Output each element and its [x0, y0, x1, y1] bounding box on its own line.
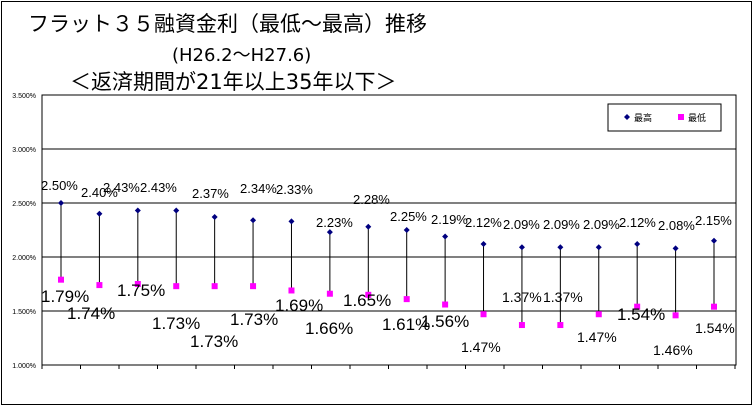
min-point: [58, 276, 64, 283]
chart-title: フラット３５融資金利（最低～最高）推移: [28, 12, 427, 36]
min-value-label: 1.66%: [305, 319, 353, 338]
min-point: [711, 303, 717, 310]
gridlines: [42, 148, 736, 312]
min-point: [211, 283, 218, 290]
min-point: [595, 311, 602, 318]
y-tick-label: 2.000%: [12, 255, 36, 262]
max-value-label: 2.12%: [465, 215, 502, 230]
min-point: [326, 290, 333, 297]
max-point: [134, 207, 141, 214]
max-value-label: 2.09%: [503, 217, 540, 232]
max-point: [557, 244, 564, 251]
min-value-label: 1.74%: [67, 304, 115, 323]
min-value-label: 1.54%: [617, 305, 665, 324]
legend-max-label: 最高: [634, 112, 652, 123]
legend-min-label: 最低: [688, 112, 706, 123]
x-axis: [41, 365, 736, 369]
data-labels: 2.50% 1.79% 2.40% 1.74% 2.43% 1.75% 2.43% 1.73%…: [41, 178, 735, 358]
min-point: [442, 301, 449, 308]
max-value-label: 2.28%: [353, 192, 390, 207]
max-point: [173, 207, 180, 214]
min-value-label: 1.37%: [502, 289, 542, 305]
min-point: [288, 287, 295, 294]
y-tick-label: 1.000%: [12, 363, 36, 370]
max-point: [442, 233, 449, 240]
min-value-label: 1.54%: [695, 320, 735, 336]
min-value-label: 1.46%: [653, 342, 693, 358]
max-value-label: 2.25%: [390, 209, 427, 224]
max-point: [250, 217, 257, 224]
max-value-label: 2.08%: [658, 218, 695, 233]
legend-max-marker: [624, 114, 630, 120]
min-value-label: 1.47%: [577, 329, 617, 345]
min-point: [134, 281, 141, 287]
max-point: [211, 214, 218, 221]
min-point: [672, 312, 679, 319]
max-value-label: 2.34%: [240, 181, 277, 196]
min-value-label: 1.65%: [343, 291, 391, 310]
max-point: [711, 237, 717, 244]
max-value-label: 2.43%: [103, 180, 140, 195]
chart-subtitle-period: (H26.2～H27.6): [172, 45, 312, 66]
max-value-label: 2.43%: [140, 180, 177, 195]
max-value-label: 2.37%: [192, 186, 229, 201]
max-point: [480, 241, 487, 248]
range-lines: [60, 203, 715, 326]
min-point: [634, 303, 641, 310]
max-point: [288, 218, 295, 225]
max-point: [326, 229, 333, 236]
max-value-label: 2.15%: [695, 213, 732, 228]
max-value-label: 2.23%: [316, 215, 353, 230]
max-point: [595, 244, 602, 251]
max-value-label: 2.09%: [543, 217, 580, 232]
legend-min-marker: [678, 114, 684, 120]
legend: 最高 最低: [607, 103, 722, 132]
min-point: [480, 311, 487, 318]
max-point: [96, 210, 103, 217]
y-tick-label: 2.500%: [12, 201, 36, 208]
min-value-label: 1.75%: [117, 281, 165, 300]
min-point: [96, 282, 103, 289]
min-value-label: 1.61%: [382, 315, 430, 334]
max-point: [634, 241, 641, 248]
min-point: [250, 283, 257, 290]
min-value-label: 1.73%: [152, 314, 200, 333]
min-value-label: 1.73%: [230, 310, 278, 329]
min-point: [365, 291, 372, 298]
min-point: [173, 283, 180, 290]
y-axis: 1.000% 1.500% 2.000% 2.500% 3.000% 3.500%: [12, 93, 36, 370]
max-value-label: 2.19%: [431, 212, 468, 227]
max-point: [672, 245, 679, 252]
min-point: [403, 296, 410, 303]
y-tick-label: 3.500%: [12, 93, 36, 100]
max-value-label: 2.09%: [583, 217, 620, 232]
max-value-label: 2.33%: [276, 182, 313, 197]
min-value-label: 1.79%: [41, 287, 89, 306]
min-point: [557, 322, 564, 329]
max-point: [518, 244, 525, 251]
min-point: [518, 322, 525, 329]
min-value-label: 1.47%: [461, 339, 501, 355]
max-value-label: 2.12%: [619, 215, 656, 230]
min-value-label: 1.73%: [190, 332, 238, 351]
min-value-label: 1.37%: [543, 289, 583, 305]
min-value-label: 1.56%: [421, 312, 469, 331]
y-tick-label: 3.000%: [12, 147, 36, 154]
max-value-label: 2.50%: [41, 178, 78, 193]
data-marks: [58, 200, 717, 329]
max-point: [403, 227, 410, 233]
min-value-label: 1.69%: [275, 296, 323, 315]
chart-subtitle-term: ＜返済期間が21年以上35年以下＞: [70, 70, 397, 94]
max-point: [58, 200, 64, 206]
max-value-label: 2.40%: [81, 185, 118, 200]
y-tick-label: 1.500%: [12, 309, 36, 316]
max-point: [365, 223, 372, 230]
